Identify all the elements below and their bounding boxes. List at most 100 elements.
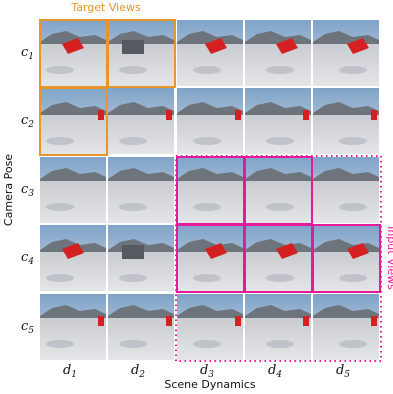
shadow (266, 66, 294, 74)
mountains (177, 31, 243, 44)
object (235, 316, 241, 326)
sand (245, 318, 311, 360)
thumbnail (245, 157, 311, 223)
shadow (46, 66, 74, 74)
thumbnail (177, 294, 243, 360)
index: 2 (27, 120, 34, 130)
object (205, 38, 227, 54)
target-boxes (39, 19, 176, 156)
mountains (177, 168, 243, 181)
object (122, 245, 144, 259)
sand (313, 44, 379, 86)
symbol: c (21, 182, 29, 197)
thumbnail (40, 88, 106, 154)
axis-symbol: d3 (200, 363, 214, 380)
object (166, 316, 172, 326)
sand (40, 115, 106, 154)
thumbnail (177, 20, 243, 86)
sand (177, 115, 243, 154)
thumbnail (108, 157, 174, 223)
sand (313, 181, 379, 223)
shadow (119, 340, 147, 348)
sand (108, 181, 174, 223)
axis-symbol: c5 (21, 319, 34, 336)
mountains (245, 31, 311, 44)
mountains (108, 102, 174, 115)
shadow (119, 137, 147, 145)
symbol: d (131, 363, 139, 378)
object (62, 243, 84, 259)
mountains (40, 168, 106, 181)
mountains (245, 305, 311, 318)
thumbnail (177, 225, 243, 291)
object (235, 110, 241, 120)
symbol: c (21, 113, 29, 128)
mountains (313, 168, 379, 181)
shadow (46, 274, 74, 282)
index: 5 (344, 370, 350, 380)
thumbnail (245, 294, 311, 360)
thumbnail (313, 157, 379, 223)
mountains (177, 239, 243, 252)
thumbnail (245, 20, 311, 86)
thumbnail (40, 157, 106, 223)
symbol: d (63, 363, 71, 378)
shadow (339, 66, 367, 74)
shadow (339, 274, 367, 282)
symbol: d (200, 363, 208, 378)
symbol: c (21, 45, 29, 60)
thumbnail (177, 88, 243, 154)
object (303, 316, 309, 326)
axis-symbol: d4 (268, 363, 282, 380)
sand (40, 181, 106, 223)
thumbnail (313, 20, 379, 86)
axis-symbol: d1 (63, 363, 77, 380)
thumbnail (108, 88, 174, 154)
index: 1 (28, 52, 34, 62)
object (276, 38, 298, 54)
thumbnail (108, 225, 174, 291)
object (122, 40, 144, 54)
index: 4 (27, 257, 34, 267)
object (371, 110, 377, 120)
thumbnail (245, 225, 311, 291)
object (303, 110, 309, 120)
object (62, 38, 84, 54)
shadow (46, 203, 74, 211)
sand (177, 252, 243, 291)
axis-symbol: d5 (336, 363, 350, 380)
shadow (193, 137, 221, 145)
shadow (266, 274, 294, 282)
shadow (339, 340, 367, 348)
mountains (313, 102, 379, 115)
mountains (40, 31, 106, 44)
mountains (108, 305, 174, 318)
object (166, 110, 172, 120)
thumbnail (245, 88, 311, 154)
shadow (193, 66, 221, 74)
shadow (119, 274, 147, 282)
axis-symbol: d2 (131, 363, 145, 380)
thumbnail (108, 294, 174, 360)
mountains (177, 305, 243, 318)
shadow (119, 203, 147, 211)
shadow (339, 203, 367, 211)
thumbnail (313, 225, 379, 291)
index: 1 (71, 370, 77, 380)
object (276, 243, 298, 259)
mountains (40, 305, 106, 318)
shadow (339, 137, 367, 145)
shadow (119, 66, 147, 74)
input-boxes (175, 155, 382, 362)
symbol: d (336, 363, 344, 378)
mountains (108, 168, 174, 181)
thumbnail (313, 88, 379, 154)
sand (245, 115, 311, 154)
shadow (266, 340, 294, 348)
sand (40, 252, 106, 291)
axis-symbol: c4 (21, 250, 34, 267)
camera-pose-label: Camera Pose (2, 154, 15, 226)
index: 5 (28, 326, 34, 336)
shadow (266, 203, 294, 211)
